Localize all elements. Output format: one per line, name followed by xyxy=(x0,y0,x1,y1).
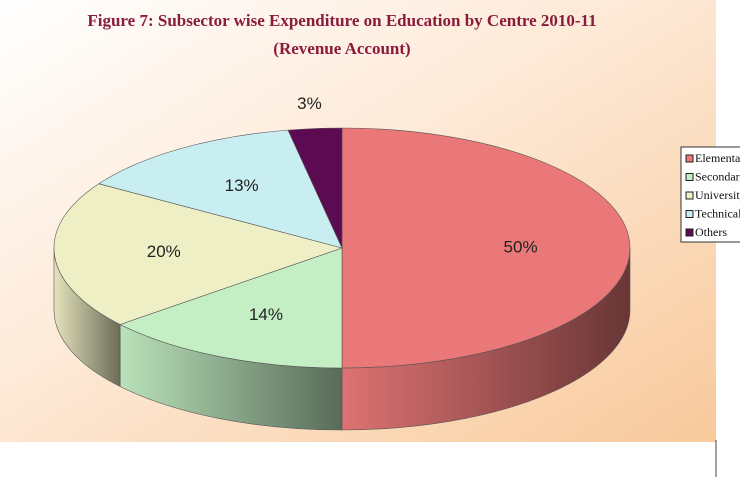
legend-label: Technical xyxy=(695,206,740,220)
legend-label: Others xyxy=(695,225,727,239)
slice xyxy=(53,183,344,325)
chart-subtitle: (Revenue Account) xyxy=(273,39,410,58)
data-label: 50% xyxy=(504,237,538,256)
slice xyxy=(287,127,343,249)
slice xyxy=(341,127,631,369)
legend-swatch xyxy=(685,191,694,200)
data-label: 13% xyxy=(225,176,259,195)
data-label: 14% xyxy=(249,305,283,324)
slice xyxy=(119,247,343,369)
data-label: 3% xyxy=(297,94,322,113)
slice xyxy=(98,129,343,249)
legend-swatch xyxy=(685,228,694,237)
legend-label: University xyxy=(695,188,740,202)
legend-swatch xyxy=(685,173,694,181)
chart-title: Figure 7: Subsector wise Expenditure on … xyxy=(87,11,596,30)
data-label: 20% xyxy=(147,242,181,261)
legend-swatch xyxy=(685,210,694,218)
legend-label: Elementary xyxy=(695,151,740,165)
legend-label: Secondary xyxy=(695,169,740,183)
legend-swatch xyxy=(685,154,694,163)
